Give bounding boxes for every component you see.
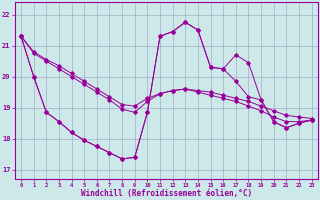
X-axis label: Windchill (Refroidissement éolien,°C): Windchill (Refroidissement éolien,°C) xyxy=(81,189,252,198)
